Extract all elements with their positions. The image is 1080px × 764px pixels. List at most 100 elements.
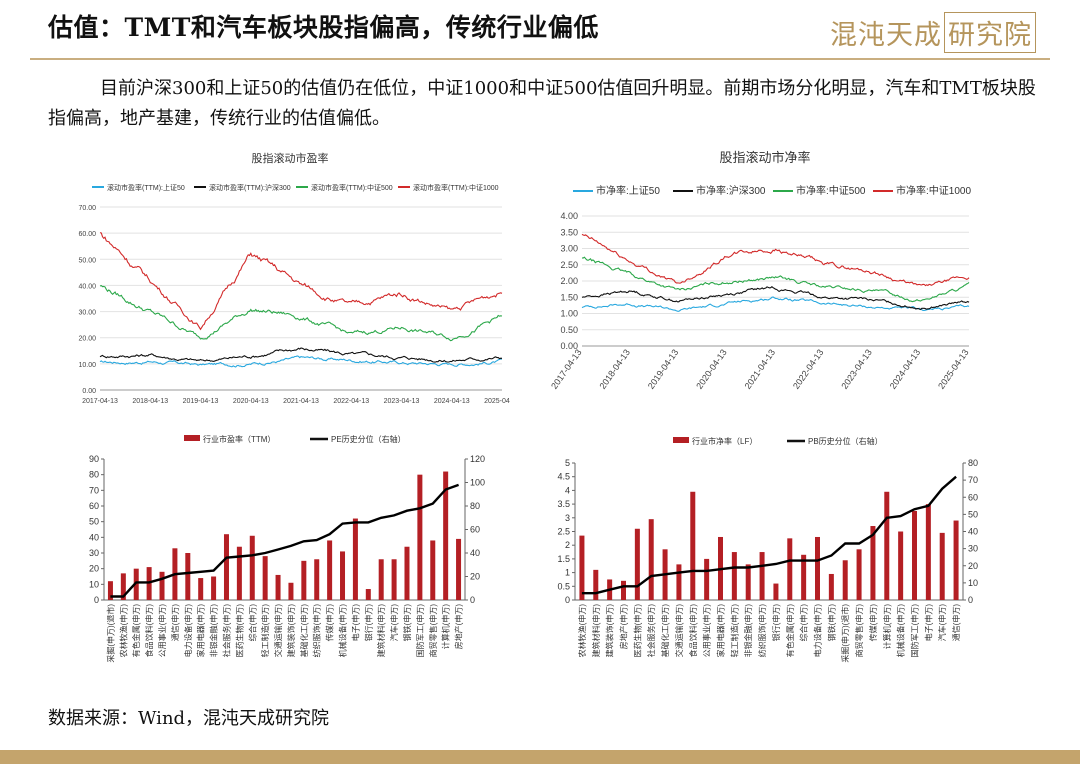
page-title: 估值：TMT和汽车板块股指偏高，传统行业偏低	[48, 13, 599, 42]
category-label: 轻工制造(申万)	[260, 604, 270, 658]
x-tick-label: 2022-04-13	[333, 398, 369, 405]
bar	[925, 504, 931, 600]
category-label: 采掘(申万)(退市)	[105, 604, 115, 663]
y-tick-label: 1	[565, 568, 570, 578]
category-label: 房地产(申万)	[619, 604, 629, 650]
y-tick-label: 90	[89, 454, 99, 464]
legend-label: 市净率:沪深300	[696, 184, 766, 197]
bar	[704, 558, 710, 600]
legend-label: 行业市盈率（TTM）	[203, 434, 275, 444]
y-tick-label: 0.50	[560, 325, 578, 335]
y-tick-label: 30.00	[78, 310, 96, 317]
bar	[801, 554, 807, 600]
series-line	[99, 347, 503, 363]
bar	[365, 589, 371, 600]
y-tick-label: 4.5	[557, 472, 570, 482]
category-label: 轻工制造(申万)	[729, 604, 739, 658]
category-label: 医药生物(申万)	[632, 604, 642, 658]
y2-tick-label: 30	[968, 544, 978, 554]
bar	[159, 571, 165, 600]
y-tick-label: 2.00	[560, 276, 578, 286]
x-tick-label: 2024-04-13	[434, 398, 470, 405]
y-tick-label: 80	[89, 470, 99, 480]
chart-title: 股指滚动市盈率	[252, 151, 329, 165]
bar	[223, 534, 229, 600]
category-label: 通信(申万)	[170, 604, 180, 642]
legend-label: 市净率:上证50	[596, 184, 660, 197]
y-tick-label: 60	[89, 501, 99, 511]
footer-bar	[0, 750, 1080, 764]
y-tick-label: 1.50	[560, 292, 578, 302]
bar	[773, 583, 779, 600]
x-tick-label: 2025-04-13	[484, 398, 510, 405]
bar	[456, 538, 462, 600]
bar	[676, 564, 682, 600]
x-tick-label: 2021-04-13	[283, 398, 319, 405]
category-label: 采掘(申万)(退市)	[840, 604, 850, 663]
bar	[870, 526, 876, 600]
bar	[430, 540, 436, 600]
bar	[288, 582, 294, 600]
x-tick-label: 2025-04-13	[936, 347, 971, 390]
category-label: 机械设备(申万)	[896, 604, 906, 658]
logo-text: 混沌天成	[830, 20, 942, 51]
pe-industry-bar-chart: 行业市盈率（TTM） PE历史分位（右轴） 0 10 20 30 40 50 60 70 80 90 0…	[89, 434, 485, 663]
y-tick-label: 1.00	[560, 309, 578, 319]
category-label: 非银金融(申万)	[209, 604, 219, 658]
y-tick-label: 2.50	[560, 260, 578, 270]
y2-tick-label: 20	[968, 561, 978, 571]
legend-label: PE历史分位（右轴）	[331, 434, 406, 444]
category-label: 有色金属(申万)	[131, 604, 141, 658]
percentile-line	[581, 475, 957, 595]
y2-tick-label: 60	[968, 492, 978, 502]
category-label: 银行(申万)	[771, 604, 781, 642]
category-label: 食品饮料(申万)	[144, 604, 154, 658]
category-label: 农林牧渔(申万)	[577, 604, 587, 658]
x-tick-label: 2023-04-13	[839, 347, 874, 390]
x-tick-label: 2024-04-13	[888, 347, 923, 390]
y-tick-label: 10	[89, 579, 99, 589]
category-label: 国防军工(申万)	[415, 604, 425, 658]
series-line	[99, 232, 503, 331]
bar	[352, 518, 358, 600]
category-label: 纺织服饰(申万)	[757, 604, 767, 658]
series-line	[581, 285, 970, 311]
y-tick-label: 1.5	[557, 554, 570, 564]
data-source: 数据来源：Wind，混沌天成研究院	[48, 708, 330, 729]
legend-label: 滚动市盈率(TTM):中证500	[311, 183, 393, 192]
category-label: 农林牧渔(申万)	[118, 604, 128, 658]
category-label: 社会服务(申万)	[221, 604, 231, 658]
series-line	[581, 296, 970, 312]
bar	[884, 491, 890, 600]
y-tick-label: 0	[94, 595, 99, 605]
header-divider	[30, 58, 1050, 60]
bar	[211, 576, 217, 600]
x-tick-label: 2018-04-13	[597, 347, 632, 390]
legend-label: 滚动市盈率(TTM):中证1000	[413, 183, 499, 192]
x-tick-label: 2019-04-13	[183, 398, 219, 405]
y2-tick-label: 80	[968, 458, 978, 468]
category-label: 房地产(申万)	[454, 604, 464, 650]
category-label: 交通运输(申万)	[674, 604, 684, 658]
legend-label: 行业市净率（LF）	[692, 436, 757, 446]
y-tick-label: 0	[565, 595, 570, 605]
x-tick-label: 2023-04-13	[384, 398, 420, 405]
bar	[275, 574, 281, 600]
bar	[378, 559, 384, 600]
y-tick-label: 5	[565, 458, 570, 468]
category-label: 传媒(申万)	[868, 604, 878, 642]
y-tick-label: 40	[89, 532, 99, 542]
y2-tick-label: 70	[968, 475, 978, 485]
bar	[314, 559, 320, 600]
x-tick-label: 2019-04-13	[646, 347, 681, 390]
y-tick-label: 3	[565, 513, 570, 523]
bar	[133, 568, 139, 600]
bar	[815, 536, 820, 600]
y-tick-label: 30	[89, 548, 99, 558]
category-label: 综合(申万)	[247, 604, 257, 642]
series-line	[581, 233, 970, 287]
chart-title: 股指滚动市净率	[719, 150, 810, 165]
legend-label: PB历史分位（右轴）	[808, 436, 883, 446]
series-line	[581, 256, 970, 303]
category-label: 非银金融(申万)	[743, 604, 753, 658]
